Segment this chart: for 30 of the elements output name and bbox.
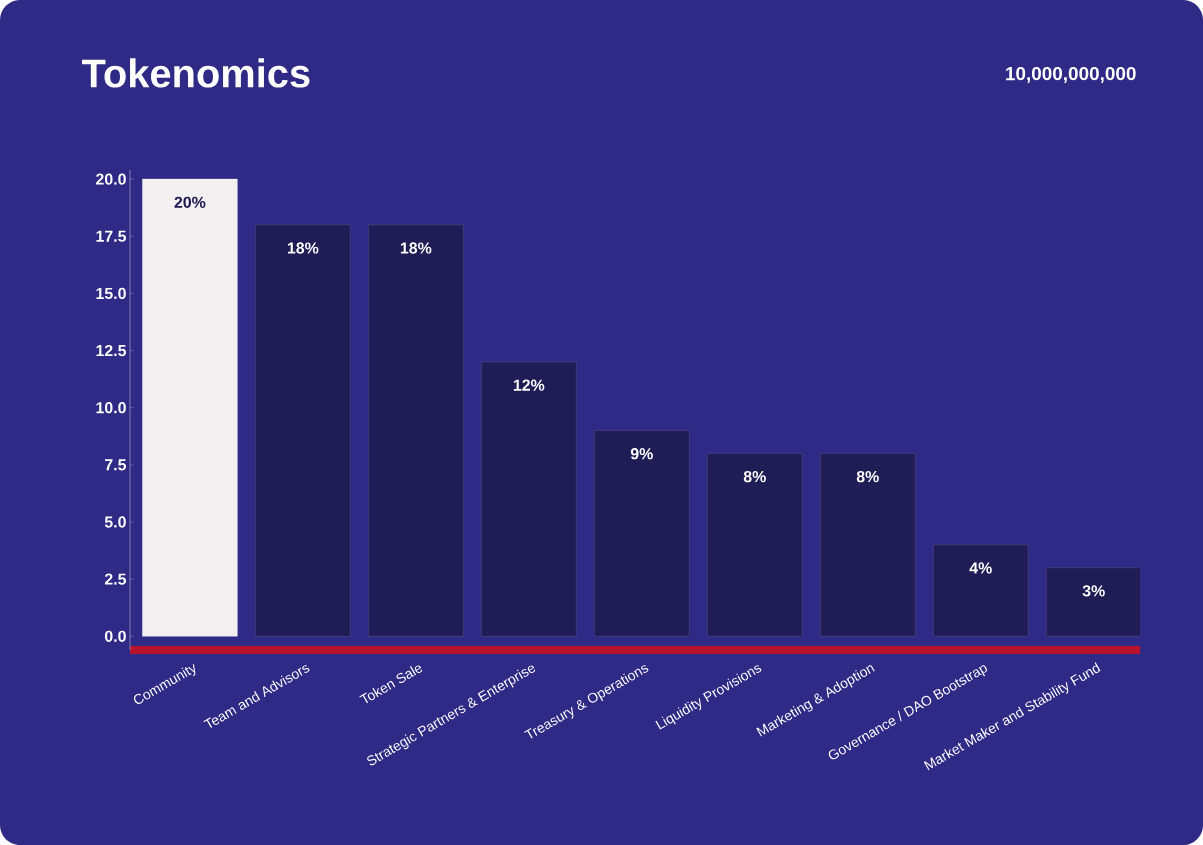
data-label: 18%: [400, 242, 432, 254]
y-tick-label: 20.0: [96, 173, 126, 185]
data-label: 8%: [856, 470, 879, 483]
data-label: 12%: [513, 379, 545, 391]
bar: [1046, 567, 1141, 637]
y-tick-label: 17.5: [96, 230, 127, 242]
bar: [933, 544, 1029, 637]
chart-title: Tokenomics: [81, 58, 310, 88]
bar: [368, 224, 464, 637]
bar: [481, 361, 577, 637]
data-label: 9%: [630, 448, 653, 460]
y-tick-label: 10.0: [96, 402, 126, 414]
chart-subtitle: 10,000,000,000: [1006, 66, 1136, 84]
bar: [707, 453, 803, 637]
x-tick-label: Token Sale: [359, 665, 423, 704]
y-tick-label: 0.0: [104, 630, 126, 642]
data-label: 18%: [287, 242, 319, 254]
data-label: 4%: [969, 562, 992, 574]
y-tick-label: 2.5: [104, 573, 127, 585]
bar: [594, 430, 690, 637]
data-label: 3%: [1082, 585, 1105, 597]
bar: [255, 224, 351, 637]
data-label: 20%: [174, 196, 206, 208]
y-tick-label: 5.0: [104, 516, 126, 528]
bar: [142, 178, 238, 637]
y-tick-label: 12.5: [96, 344, 127, 357]
bar: [820, 453, 916, 637]
y-tick-label: 15.0: [96, 287, 126, 300]
y-tick-label: 7.5: [105, 459, 127, 471]
data-label: 8%: [743, 470, 766, 483]
